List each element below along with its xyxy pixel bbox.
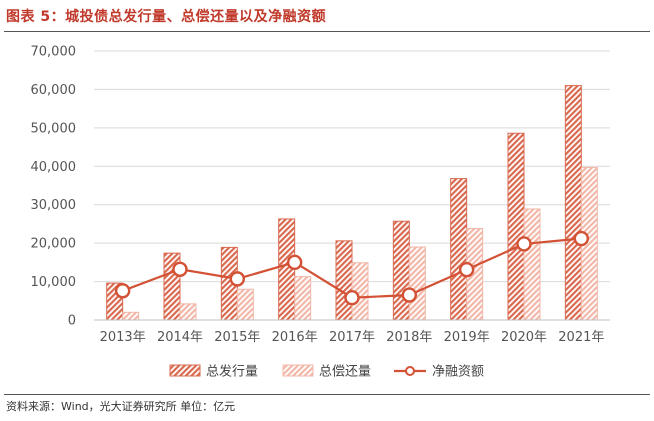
- y-tick-label: 0: [68, 314, 76, 329]
- legend-label-net-financing: 净融资额: [432, 365, 484, 380]
- x-tick-label: 2018年: [386, 330, 432, 345]
- point-net-financing: [229, 271, 246, 287]
- y-tick-label: 40,000: [31, 160, 77, 175]
- bar-total-issuance: [335, 240, 353, 321]
- x-tick-label: 2019年: [444, 330, 490, 345]
- y-tick-label: 60,000: [31, 83, 77, 98]
- y-tick-label: 20,000: [31, 237, 77, 252]
- bar-total-repayment: [408, 246, 426, 321]
- point-net-financing: [344, 290, 360, 306]
- x-tick-label: 2015年: [214, 330, 260, 345]
- source-rule: [4, 394, 650, 395]
- legend-swatch-total-repayment: [282, 364, 314, 377]
- y-tick-label: 70,000: [31, 45, 77, 60]
- point-net-financing: [573, 230, 590, 247]
- y-tick-label: 30,000: [31, 198, 77, 213]
- legend-label-total-issuance: 总发行量: [206, 364, 258, 380]
- bar-total-repayment: [236, 288, 254, 321]
- legend-label-total-repayment: 总偿还量: [319, 365, 371, 380]
- source-note: 资料来源：Wind，光大证券研究所 单位：亿元: [6, 400, 236, 413]
- x-tick-label: 2020年: [501, 330, 547, 345]
- bar-total-repayment: [294, 276, 312, 321]
- x-tick-label: 2017年: [329, 330, 375, 345]
- legend-marker-net-financing: [405, 366, 415, 376]
- bar-total-issuance: [392, 220, 410, 321]
- point-net-financing: [114, 283, 131, 299]
- point-net-financing: [458, 261, 475, 278]
- x-tick-label: 2014年: [157, 330, 203, 345]
- bar-total-issuance: [564, 85, 582, 321]
- point-net-financing: [172, 261, 188, 277]
- x-tick-label: 2016年: [272, 330, 318, 345]
- y-tick-label: 50,000: [31, 121, 77, 136]
- point-net-financing: [401, 287, 418, 303]
- bar-total-issuance: [450, 178, 468, 321]
- point-net-financing: [286, 254, 303, 271]
- figure-title: 图表 5：城投债总发行量、总偿还量以及净融资额: [6, 9, 327, 25]
- point-net-financing: [516, 236, 532, 252]
- x-tick-label: 2013年: [100, 330, 146, 345]
- legend-swatch-total-issuance: [169, 364, 201, 377]
- bar-total-repayment: [122, 311, 140, 321]
- x-tick-label: 2021年: [558, 330, 604, 345]
- y-tick-label: 10,000: [31, 275, 77, 290]
- title-rule: [4, 31, 650, 32]
- bar-total-repayment: [179, 303, 197, 321]
- bar-total-issuance: [507, 132, 525, 321]
- bar-total-repayment: [523, 208, 541, 321]
